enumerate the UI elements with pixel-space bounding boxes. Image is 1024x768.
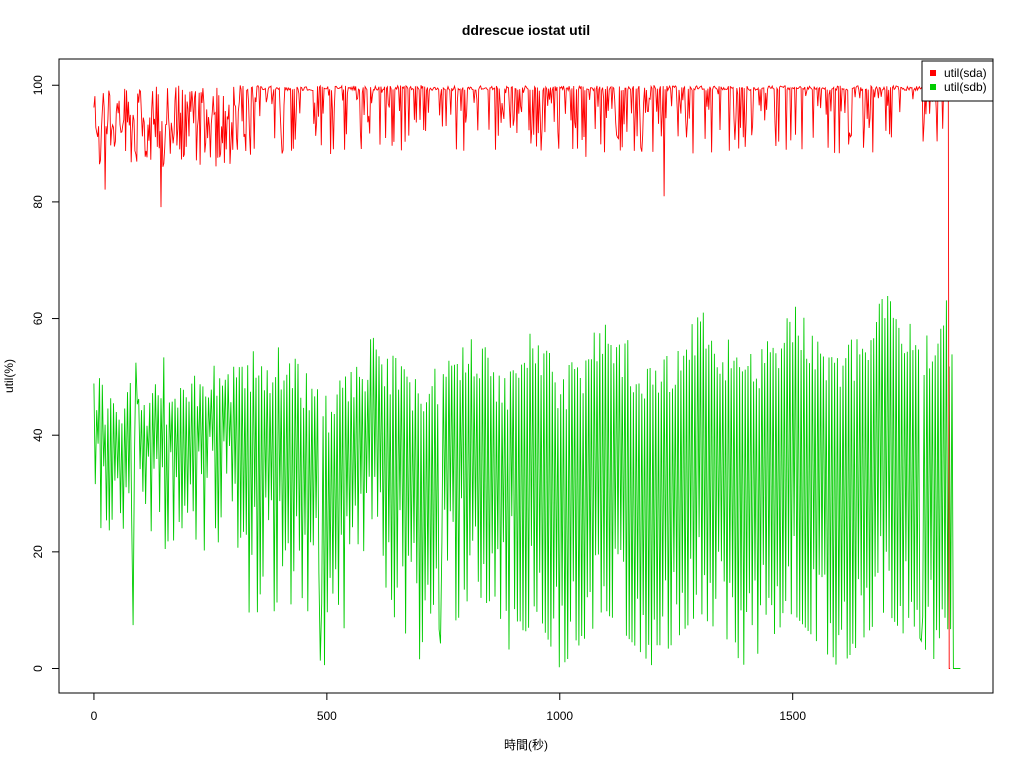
y-tick-label: 60 bbox=[31, 312, 45, 326]
legend-box bbox=[921, 60, 994, 102]
y-tick-label: 20 bbox=[31, 545, 45, 559]
chart-title: ddrescue iostat util bbox=[462, 22, 590, 38]
legend: util(sda) util(sdb) bbox=[921, 60, 994, 102]
y-axis: 0 20 40 60 80 100 bbox=[31, 75, 59, 672]
x-axis: 0 500 1000 1500 bbox=[91, 692, 806, 723]
y-axis-label: util(%) bbox=[2, 359, 16, 393]
legend-label-sdb: util(sdb) bbox=[944, 80, 987, 94]
x-tick-label: 1500 bbox=[779, 709, 806, 723]
series-line-sdb bbox=[93, 295, 961, 669]
legend-swatch-sdb bbox=[930, 84, 936, 90]
y-tick-label: 0 bbox=[31, 665, 45, 672]
legend-label-sda: util(sda) bbox=[944, 66, 987, 80]
x-tick-label: 500 bbox=[317, 709, 337, 723]
x-tick-label: 1000 bbox=[546, 709, 573, 723]
y-tick-label: 80 bbox=[31, 195, 45, 209]
x-axis-label: 時間(秒) bbox=[504, 738, 548, 752]
series-line-sda bbox=[93, 84, 951, 669]
x-tick-label: 0 bbox=[91, 709, 98, 723]
series-layer bbox=[93, 84, 961, 669]
legend-swatch-sda bbox=[930, 70, 936, 76]
y-tick-label: 100 bbox=[31, 75, 45, 95]
y-tick-label: 40 bbox=[31, 428, 45, 442]
